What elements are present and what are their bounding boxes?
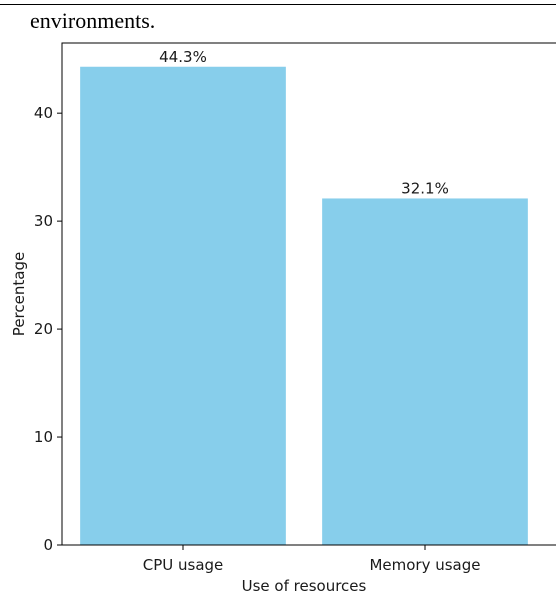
y-tick-label-2: 20 xyxy=(34,320,53,338)
plot-frame xyxy=(61,42,556,546)
bar-0 xyxy=(80,66,286,545)
y-tick-label-3: 30 xyxy=(34,212,53,230)
y-axis-label: Percentage xyxy=(10,252,28,336)
bars-layer: 44.3% 32.1% xyxy=(80,48,528,545)
x-axis-label: Use of resources xyxy=(242,577,367,595)
x-tick-label-0: CPU usage xyxy=(143,556,224,574)
y-tick-label-1: 10 xyxy=(34,428,53,446)
data-label-0: 44.3% xyxy=(159,48,207,66)
y-tick-label-0: 0 xyxy=(43,536,53,554)
axis-layer: CPU usage Memory usage 0 10 20 30 40 xyxy=(34,42,556,574)
x-tick-label-1: Memory usage xyxy=(369,556,480,574)
top-rule xyxy=(0,4,556,5)
data-label-1: 32.1% xyxy=(401,179,449,197)
bar-1 xyxy=(322,198,528,545)
caption-text: environments. xyxy=(30,8,156,33)
y-tick-label-4: 40 xyxy=(34,104,53,122)
